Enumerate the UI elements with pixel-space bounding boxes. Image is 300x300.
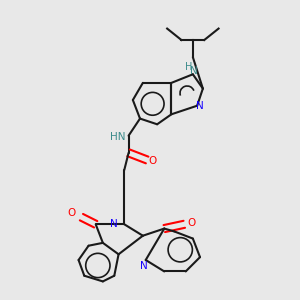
Text: O: O	[187, 218, 196, 228]
Text: N: N	[110, 219, 118, 229]
Text: H: H	[185, 62, 192, 72]
Text: N: N	[190, 66, 198, 76]
Text: N: N	[140, 261, 148, 271]
Text: N: N	[196, 101, 204, 111]
Text: O: O	[67, 208, 76, 218]
Text: HN: HN	[110, 132, 126, 142]
Text: O: O	[149, 156, 157, 167]
